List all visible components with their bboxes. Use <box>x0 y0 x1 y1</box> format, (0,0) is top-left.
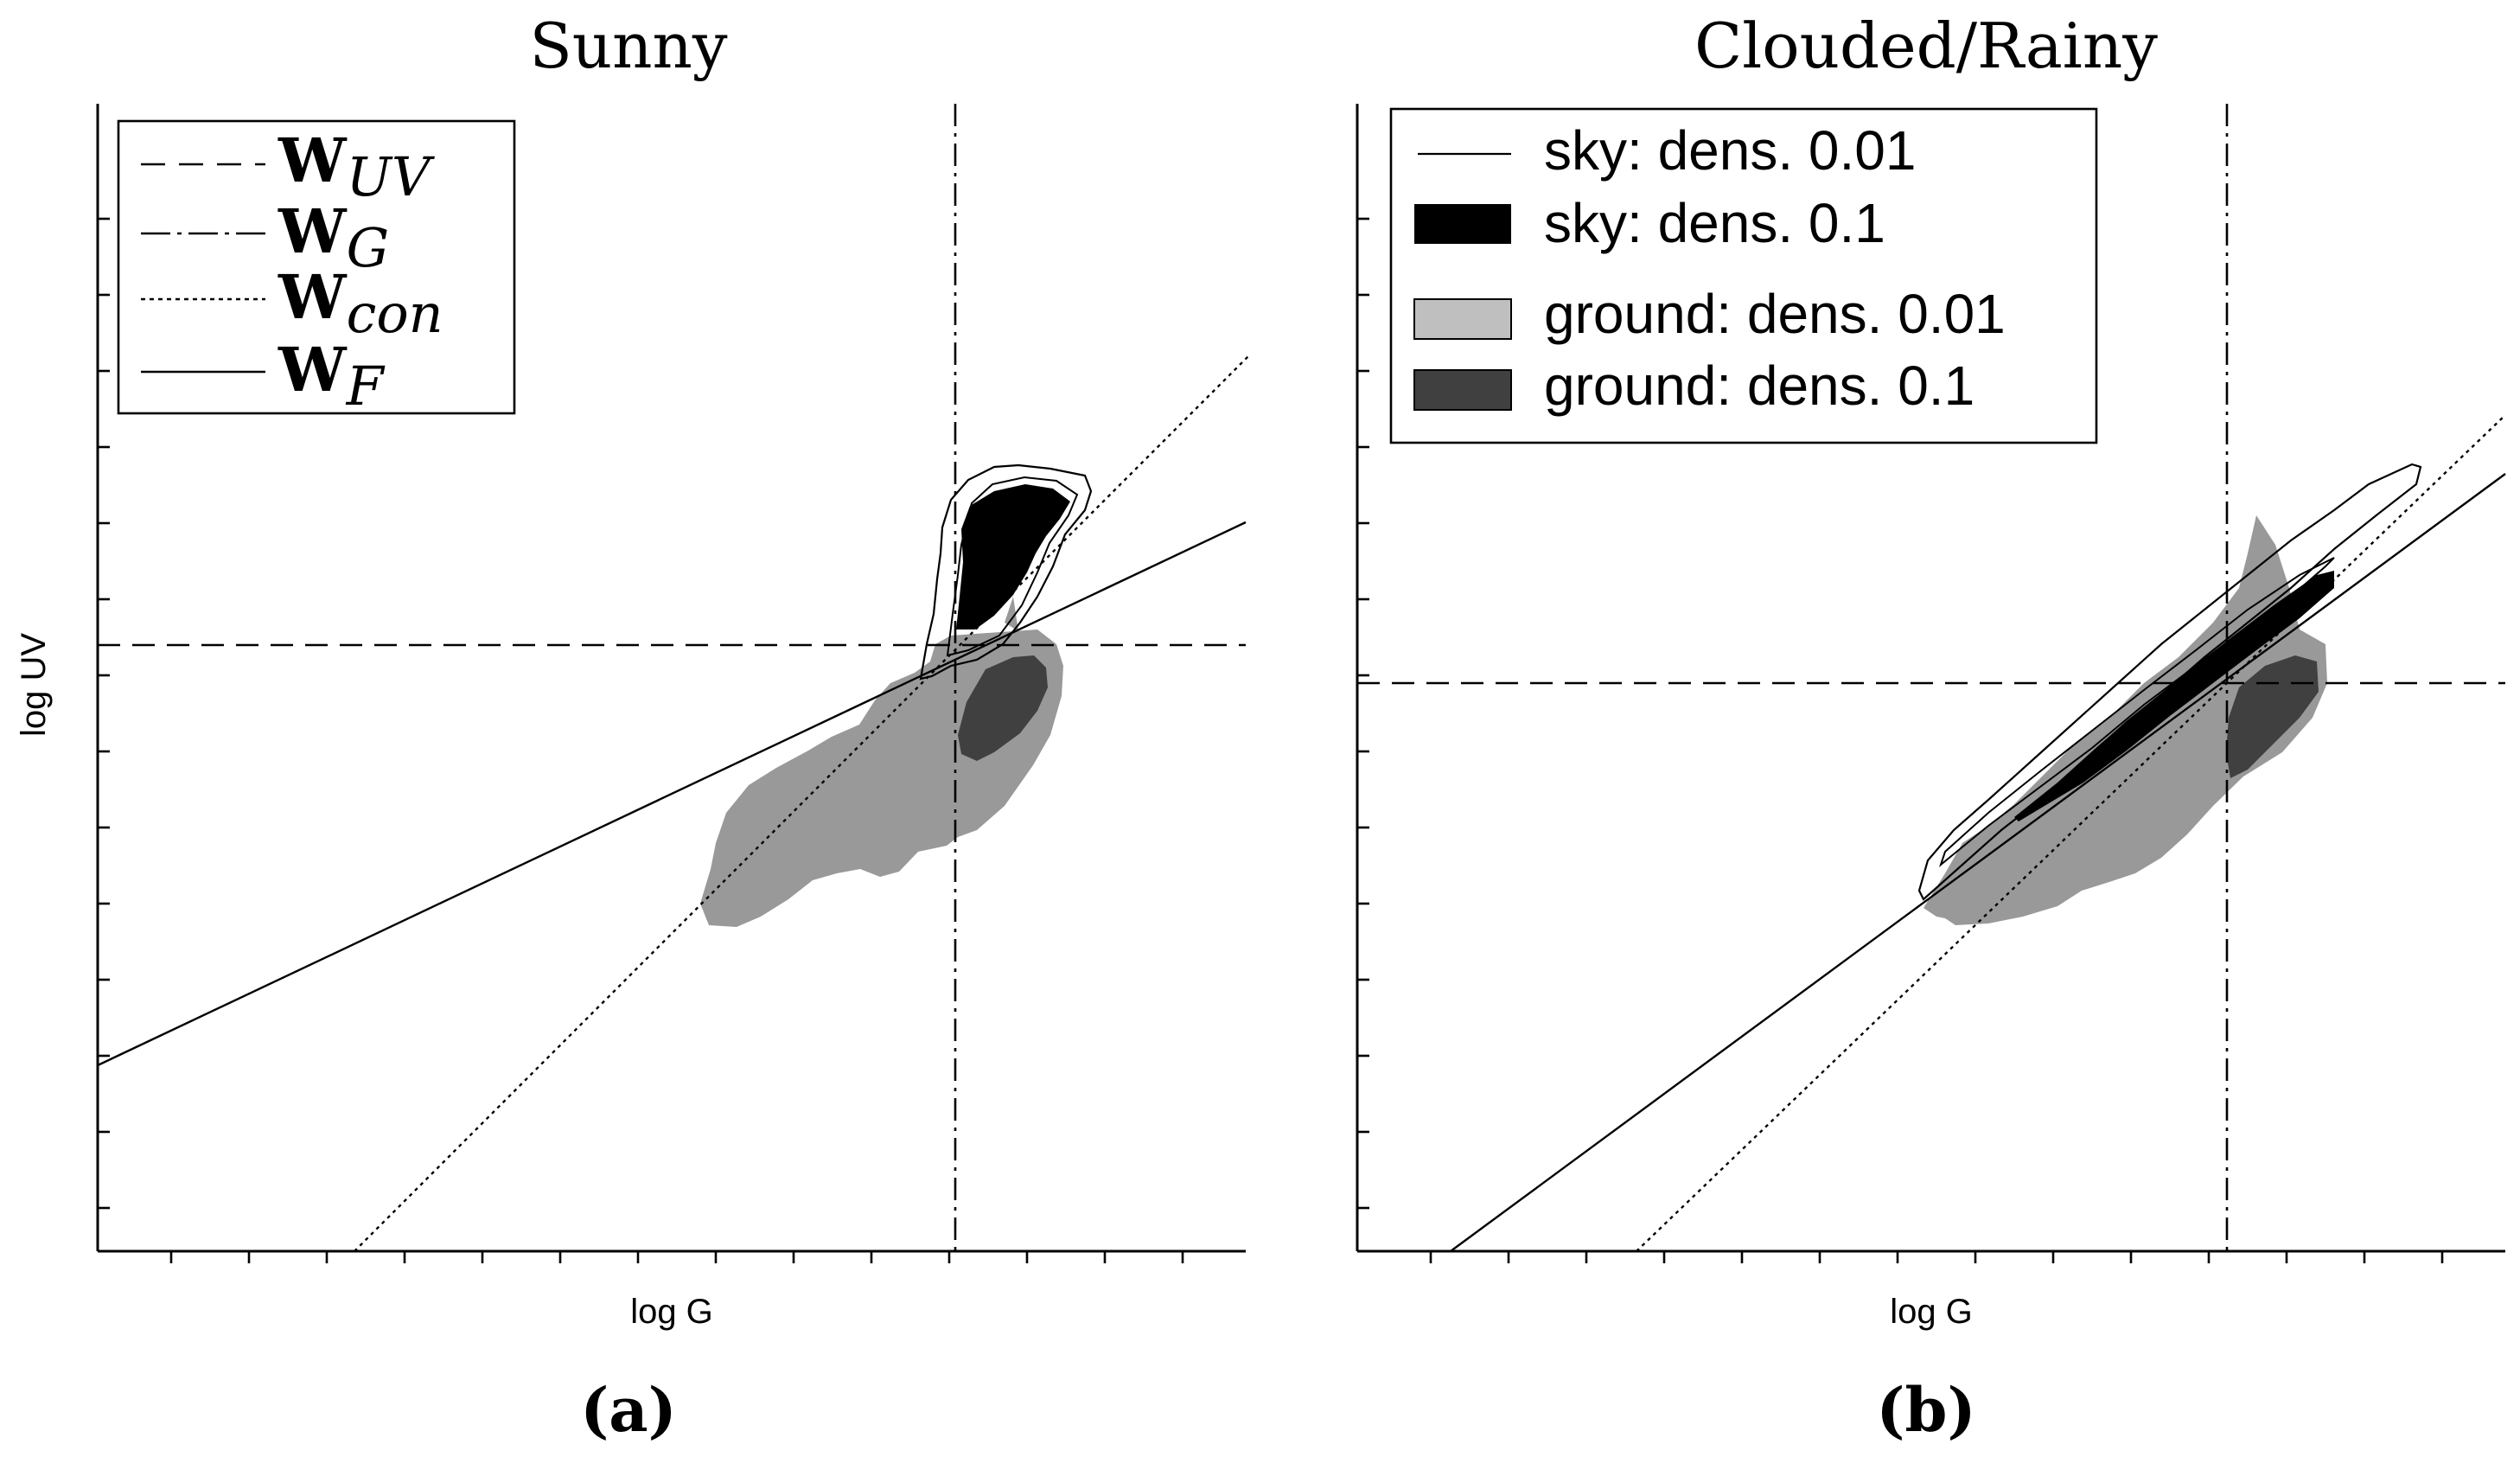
legend-item-ground-001: ground: dens. 0.01 <box>1413 283 2006 345</box>
panel-b-legend: sky: dens. 0.01 sky: dens. 0.1 ground: d… <box>1389 107 2098 444</box>
legend-w-con-sub: con <box>347 282 443 345</box>
panel-b-ground-density-high <box>2226 655 2319 778</box>
panel-b-w-con-line <box>1636 414 2506 1252</box>
panel-a-y-axis-label: log UV <box>15 633 53 737</box>
legend-label-w-f: WF <box>278 334 386 418</box>
panel-a-w-f-line <box>97 521 1247 1067</box>
panel-a-sky-density-high <box>956 484 1070 629</box>
panel-b-w-f-line <box>1450 473 2506 1252</box>
legend-label-ground-001: ground: dens. 0.01 <box>1544 283 2006 345</box>
legend-item-w-f: WF <box>141 334 386 418</box>
legend-w-g-base: W <box>278 195 348 267</box>
legend-item-sky-001: sky: dens. 0.01 <box>1418 119 1916 182</box>
panel-a-sky-contour-inner <box>946 476 1079 657</box>
panel-a-title: Sunny <box>529 10 727 82</box>
legend-w-uv-sub: UV <box>347 145 436 208</box>
panel-a-ground-density-high <box>958 655 1048 761</box>
legend-swatch-black <box>1414 204 1511 244</box>
legend-label-w-con: Wcon <box>278 261 443 345</box>
legend-item-w-uv: WUV <box>141 125 436 208</box>
panel-b-sky-contour-inner <box>1938 557 2335 867</box>
panel-a-w-con-line <box>354 354 1251 1252</box>
panel-b-x-ticks <box>1429 1251 2444 1263</box>
panel-a-x-axis-label: log G <box>630 1293 713 1331</box>
panel-b-caption: (b) <box>1876 1374 1975 1446</box>
panel-a: Sunny log G log UV WUV <box>15 10 1251 1446</box>
legend-swatch-dark-gray <box>1413 369 1512 411</box>
legend-item-ground-01: ground: dens. 0.1 <box>1413 355 1975 417</box>
legend-label-sky-001: sky: dens. 0.01 <box>1544 119 1916 182</box>
panel-a-caption: (a) <box>580 1374 677 1446</box>
panel-b-title: Clouded/Rainy <box>1694 10 2158 82</box>
panel-a-legend: WUV WG Wcon WF <box>117 119 516 418</box>
panel-b-x-axis-label: log G <box>1890 1293 1973 1331</box>
panel-b-sky-density-high <box>2014 571 2334 821</box>
legend-w-g-sub: G <box>347 216 390 279</box>
legend-w-con-base: W <box>278 261 348 333</box>
legend-label-ground-01: ground: dens. 0.1 <box>1544 355 1975 417</box>
panel-b-y-ticks <box>1357 217 1369 1210</box>
legend-item-w-con: Wcon <box>141 261 443 345</box>
legend-w-uv-base: W <box>278 125 348 196</box>
panel-a-x-ticks <box>169 1251 1184 1263</box>
legend-swatch-light-gray <box>1413 298 1512 340</box>
legend-w-f-base: W <box>278 334 348 406</box>
legend-label-sky-01: sky: dens. 0.1 <box>1544 192 1885 254</box>
legend-item-w-g: WG <box>141 195 389 279</box>
panel-a-sky-contour <box>919 463 1093 681</box>
legend-label-w-g: WG <box>278 195 389 279</box>
panel-a-y-ticks <box>98 217 110 1210</box>
panel-b: Clouded/Rainy log G sky: dens. 0.01 sky:… <box>1356 10 2506 1446</box>
legend-w-f-sub: F <box>346 355 386 418</box>
panel-a-legend-box <box>117 119 516 415</box>
legend-label-w-uv: WUV <box>278 125 436 208</box>
legend-item-sky-01: sky: dens. 0.1 <box>1414 192 1885 254</box>
